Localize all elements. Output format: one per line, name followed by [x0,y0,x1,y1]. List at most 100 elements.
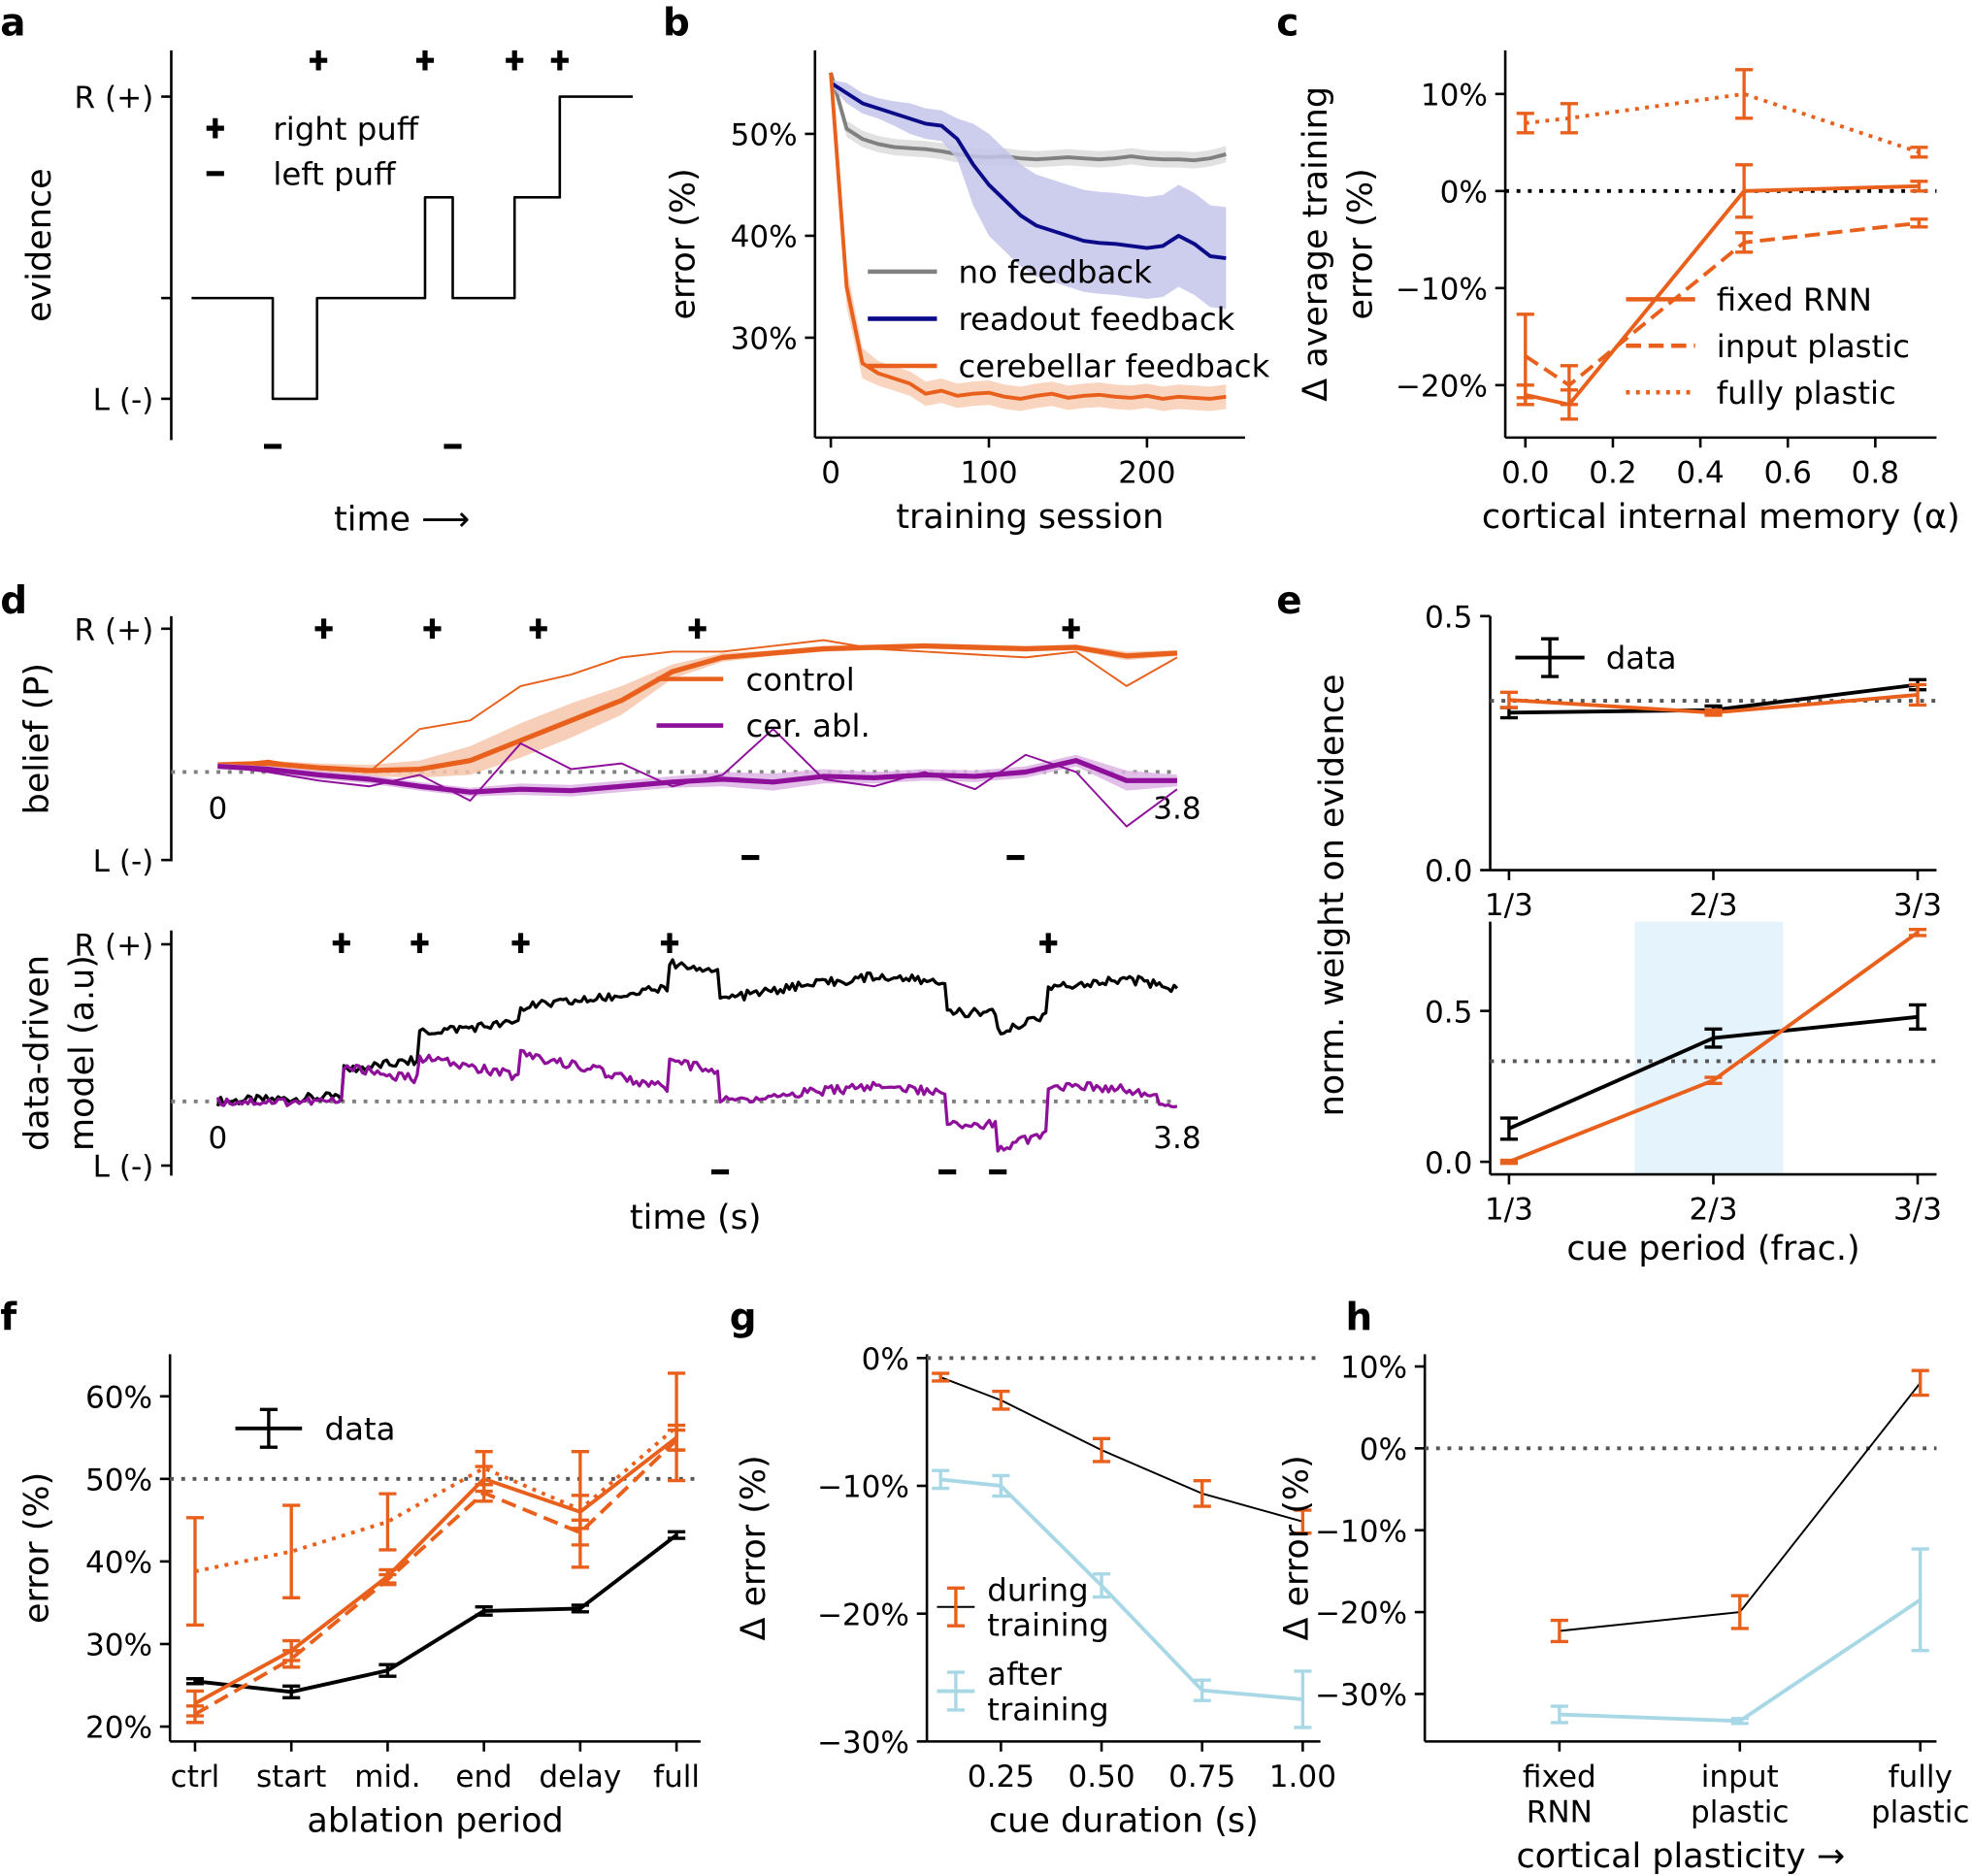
panel-d1: d R (+) L (-) belief (P) 0 3.8 control cer. abl… [0,579,1200,879]
series-line [1525,91,1921,154]
panel-letter: h [1346,1297,1373,1340]
time-annotation: 0 [208,1121,227,1156]
error-bar [1910,217,1928,229]
error-bar [1092,1572,1111,1599]
panel-letter: b [663,1,690,45]
x-tick-label: input plastic [1691,1760,1790,1829]
error-bar [185,1677,205,1686]
panel-letter: g [730,1297,757,1340]
x-tick-label: fixed RNN [1523,1760,1596,1829]
error-bar [668,1371,686,1483]
panel-g: g −30% −20% −10% 0% 0.25 0.50 0.75 1.00 cue durat… [730,1297,1336,1841]
y-tick-label: −20% [1396,370,1488,405]
y-tick-label: 10% [1340,1351,1407,1386]
error-bar [1193,1479,1211,1508]
confidence-band [831,69,1227,411]
y-tick-label: 20% [85,1711,152,1746]
right-puff-marker [411,933,429,954]
x-tick-label: 1/3 [1485,888,1533,923]
series-line [829,72,1227,401]
y-axis-label: evidence [20,168,59,322]
error-bar [571,1603,589,1614]
error-bar [1704,1075,1723,1085]
legend-errorbar [259,1407,278,1449]
right-puff-marker [1062,618,1080,640]
y-tick-label: L (-) [93,844,154,879]
panel-d2: R (+) L (-) time (s) data-driven model (a.u)… [18,929,1201,1237]
x-tick-label: 0.0 [1501,456,1549,491]
error-bar [1730,1717,1749,1726]
x-tick-label: 0.75 [1168,1760,1235,1794]
x-tick-label: 100 [960,456,1017,491]
panel-f: f 20% 30% 40% 50% 60% ctrl start mid. end delay ful… [0,1297,701,1841]
panel-e2: 0.0 0.5 1/3 2/3 3/3 cue period (frac.) [1425,921,1942,1268]
y-tick-label: 0.0 [1425,1146,1472,1181]
y-tick-label: 0% [1440,175,1488,210]
panel-c: c −20% −10% 0% 10% 0.0 0.2 0.4 0.6 0.8 cortical in… [1276,1,1959,537]
legend-label: fully plastic [1717,375,1896,411]
error-bar [1908,927,1927,938]
series-line [215,958,1179,1107]
legend-label: training [987,1691,1108,1728]
x-tick-label: 0.2 [1589,456,1636,491]
x-tick-label: 0.4 [1676,456,1724,491]
legend-label: right puff [273,111,418,148]
panel-letter: c [1276,1,1298,45]
panel-b: b 30% 40% 50% 0 100 200 training session error (… [663,1,1270,537]
y-tick-label: 40% [85,1546,152,1581]
y-axis-label: Δ average training [1297,86,1335,402]
y-axis-label: error (%) [664,168,703,319]
y-axis-label: error (%) [1342,168,1381,319]
y-tick-label: 30% [85,1629,152,1663]
error-bar [475,1450,493,1487]
right-puff-marker [314,618,333,640]
x-tick-label: end [455,1760,512,1794]
confidence-band [831,69,1227,169]
x-tick-label: 0.6 [1764,456,1812,491]
error-bar [282,1503,301,1600]
error-bar [378,1662,397,1678]
x-tick-label: 1.00 [1269,1760,1336,1794]
y-axis-label: model (a.u) [63,955,102,1151]
legend-label: data [1606,640,1677,676]
error-bar [668,1530,686,1540]
x-tick-label: delay [539,1760,621,1794]
series-line [939,1376,1303,1523]
legend-label: fixed RNN [1717,281,1872,318]
y-axis-label: Δ error (%) [735,1455,773,1640]
panel-letter: a [0,1,25,45]
error-bar [1735,68,1754,120]
legend-label: cerebellar feedback [958,348,1269,385]
error-bar [1294,1508,1312,1535]
error-bar [282,1649,301,1669]
y-tick-label: R (+) [75,81,154,115]
error-bar [932,1371,950,1383]
error-bar [378,1572,397,1587]
x-axis-label: cortical plasticity → [1516,1837,1845,1876]
y-tick-label: 0.0 [1425,854,1472,889]
y-tick-label: −10% [1315,1514,1407,1549]
right-puff-marker [332,933,350,954]
x-tick-label: 2/3 [1689,1193,1737,1228]
error-bar [1516,313,1534,400]
x-tick-label: 0.8 [1852,456,1899,491]
series-line [217,728,1178,828]
series-line [217,642,1178,773]
legend-errorbar [946,1586,965,1628]
y-tick-label: −20% [817,1597,909,1632]
error-bar [185,1704,205,1725]
x-tick-label: 0.50 [1068,1760,1134,1794]
y-tick-label: R (+) [75,612,154,647]
error-bar [1193,1678,1211,1702]
x-axis-label: time (s) [630,1199,762,1237]
series-line [194,1425,678,1574]
panel-h: h −30% −20% −10% 0% 10% fixed RNN input plastic fu… [1278,1297,1970,1876]
error-bar [1294,1669,1312,1729]
legend-label: during [987,1571,1088,1608]
error-bar [1550,1704,1568,1725]
series-line [830,81,1227,260]
y-axis-label: Δ error (%) [1278,1455,1317,1640]
y-axis-label: data-driven [18,955,57,1151]
x-tick-label: ctrl [171,1760,220,1794]
right-puff-marker [1039,933,1058,954]
